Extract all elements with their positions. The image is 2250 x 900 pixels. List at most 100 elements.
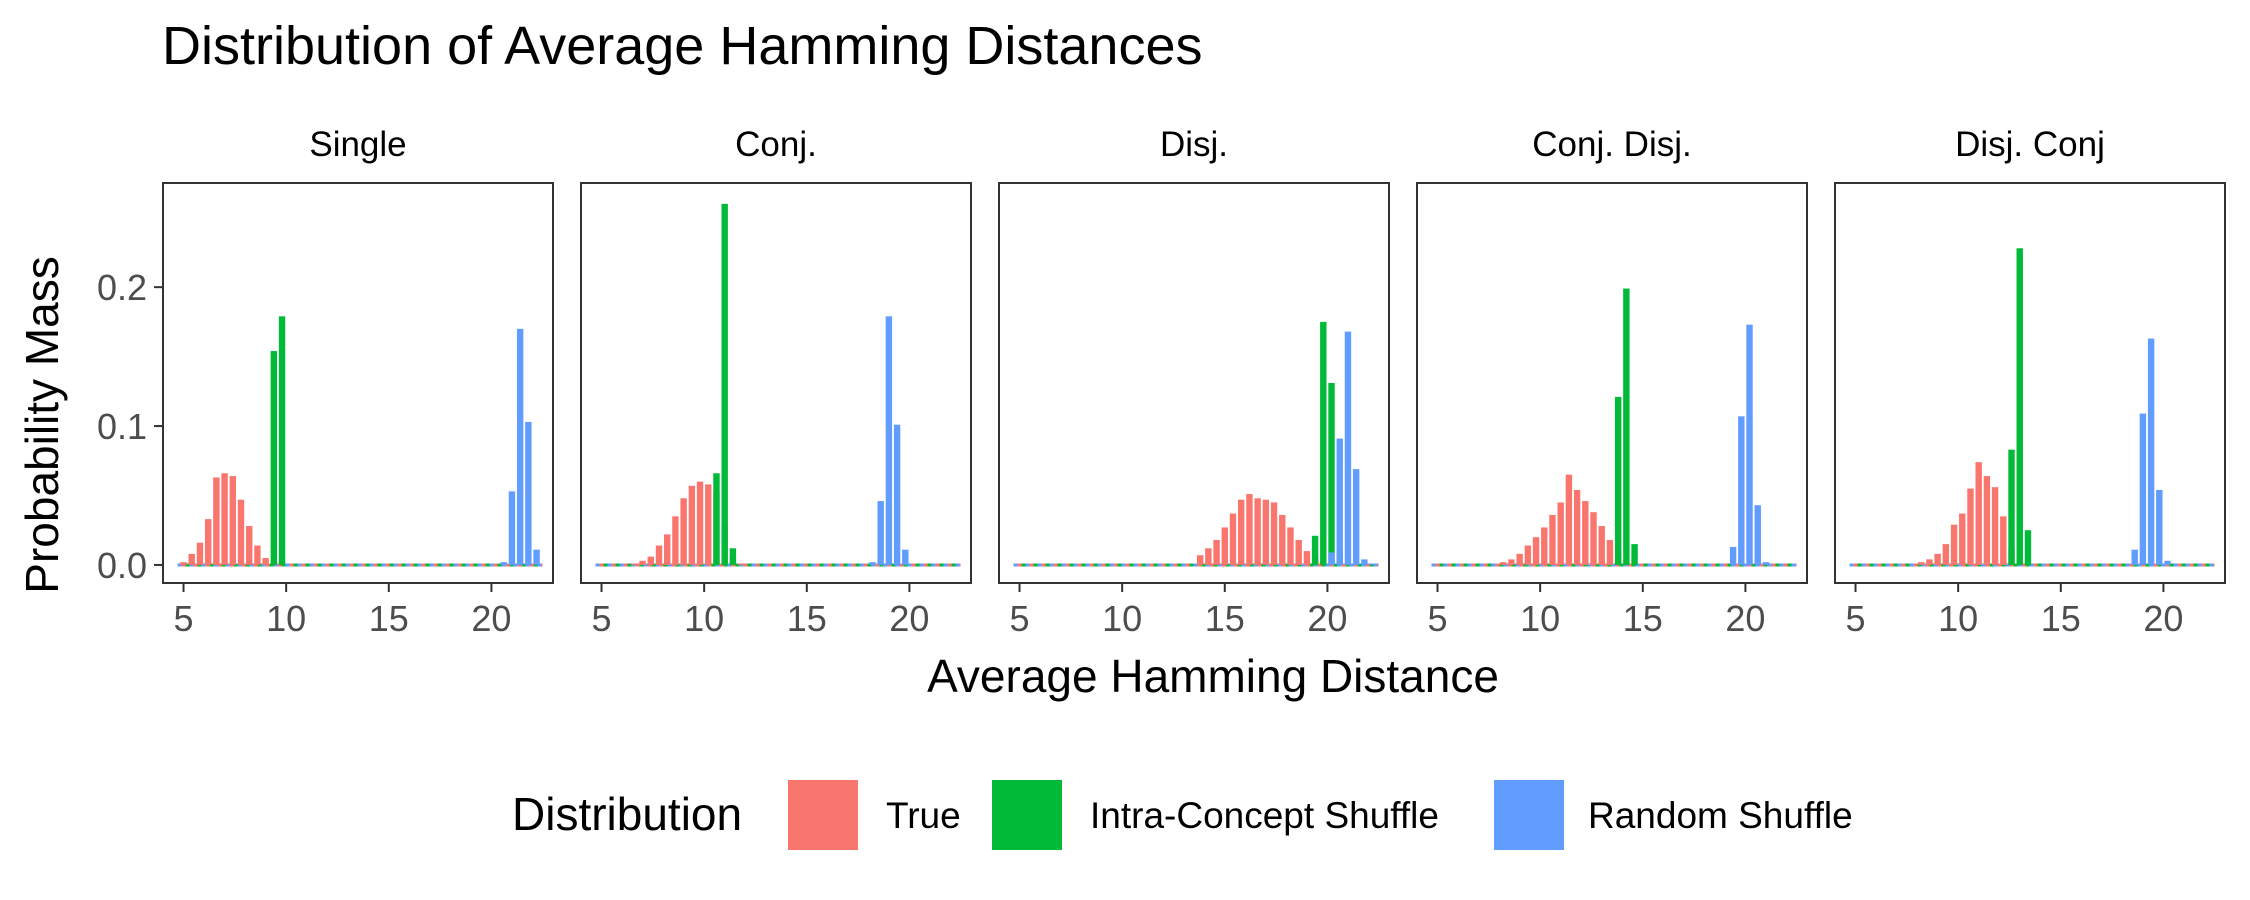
- bar-true: [1205, 548, 1212, 565]
- bar-true: [262, 558, 269, 565]
- panel-border: [1834, 182, 2226, 584]
- legend-label-true: True: [886, 795, 961, 836]
- bar-intra-concept-shuffle: [270, 351, 278, 565]
- bar-random-shuffle: [1754, 505, 1761, 565]
- x-tick-label: 5: [1010, 598, 1030, 639]
- bar-true: [2000, 516, 2007, 565]
- bar-true: [1942, 544, 1950, 565]
- bar-random-shuffle: [2147, 338, 2155, 565]
- bar-true: [1246, 494, 1253, 565]
- legend: Distribution True Intra-Concept Shuffle Ran…: [512, 780, 1853, 850]
- bar-true: [196, 542, 204, 565]
- bar-true: [1598, 526, 1605, 565]
- bar-true: [1196, 555, 1204, 565]
- panel-disj-conj: Disj. Conj 5 10 15 20: [1834, 125, 2226, 639]
- x-tick-label: 20: [2143, 598, 2183, 639]
- x-tick-label: 20: [1307, 598, 1347, 639]
- facet-label: Single: [309, 125, 406, 164]
- x-tick-label: 15: [369, 598, 409, 639]
- bar-true: [639, 560, 646, 565]
- bar-random-shuffle: [508, 491, 516, 565]
- x-tick-label: 5: [592, 598, 612, 639]
- bar-true: [737, 563, 745, 565]
- bar-true: [1287, 527, 1294, 565]
- bar-true: [1926, 559, 1933, 565]
- bar-intra-concept-shuffle: [1631, 544, 1638, 565]
- bar-random-shuffle: [2131, 549, 2138, 565]
- bar-true: [1975, 462, 1982, 565]
- bar-true: [1295, 539, 1302, 565]
- facet-label: Disj. Conj: [1955, 125, 2105, 164]
- bar-true: [696, 481, 704, 565]
- facet-label: Disj.: [1160, 125, 1228, 164]
- bar-true: [1254, 498, 1261, 565]
- bar-random-shuffle: [1328, 552, 1335, 565]
- x-tick-label: 15: [1623, 598, 1663, 639]
- y-tick-label: 0.1: [97, 406, 147, 447]
- bar-random-shuffle: [1729, 546, 1737, 565]
- bar-true: [1983, 476, 1991, 565]
- x-tick-label: 20: [889, 598, 929, 639]
- panel-background: [163, 183, 553, 583]
- bar-true: [1532, 537, 1540, 565]
- bar-random-shuffle: [902, 549, 909, 565]
- bar-true: [1229, 513, 1237, 565]
- bar-true: [705, 484, 712, 565]
- x-tick-label: 15: [787, 598, 827, 639]
- x-tick-label: 5: [174, 598, 194, 639]
- bar-true: [1918, 562, 1925, 565]
- bar-true: [631, 563, 638, 565]
- bar-true: [1565, 474, 1573, 565]
- bar-random-shuffle: [877, 501, 884, 565]
- x-tick-label: 20: [471, 598, 511, 639]
- bar-true: [1221, 527, 1228, 565]
- bar-true: [647, 556, 654, 565]
- bar-true: [688, 485, 696, 565]
- legend-key-random-shuffle: [1494, 780, 1564, 850]
- bar-true: [1590, 512, 1597, 565]
- bar-true: [1934, 553, 1941, 565]
- bar-random-shuffle: [516, 328, 524, 565]
- bar-random-shuffle: [533, 549, 540, 565]
- x-tick-label: 15: [2041, 598, 2081, 639]
- bar-random-shuffle: [500, 562, 507, 565]
- bar-random-shuffle: [2139, 413, 2147, 565]
- bar-intra-concept-shuffle: [2008, 449, 2015, 565]
- bar-true: [672, 516, 679, 565]
- bar-true: [229, 476, 236, 565]
- panel-conj-disj: Conj. Disj. 5 10 15 20: [1416, 125, 1808, 639]
- facet-label: Conj. Disj.: [1532, 125, 1691, 164]
- legend-label-random-shuffle: Random Shuffle: [1588, 795, 1853, 836]
- bar-true: [1279, 514, 1286, 565]
- panel-border: [998, 182, 1390, 584]
- bar-true: [1262, 499, 1270, 565]
- x-tick-label: 10: [1520, 598, 1560, 639]
- x-tick-label: 15: [1205, 598, 1245, 639]
- x-tick-label: 10: [1938, 598, 1978, 639]
- bar-intra-concept-shuffle: [1623, 288, 1630, 565]
- bar-intra-concept-shuffle: [2016, 248, 2023, 565]
- bar-random-shuffle: [2164, 560, 2171, 565]
- bar-true: [221, 473, 228, 565]
- panel-border: [580, 182, 972, 584]
- bar-random-shuffle: [1336, 438, 1343, 565]
- panel-border: [1416, 182, 1808, 584]
- panel-single: Single 5 10 15 20 0.0 0.1 0.2: [97, 125, 554, 639]
- panel-disj: Disj. 5 10 15 20: [998, 125, 1390, 639]
- bar-true: [1582, 501, 1589, 565]
- bar-random-shuffle: [1361, 559, 1368, 565]
- bar-true: [237, 499, 245, 565]
- legend-title: Distribution: [512, 788, 742, 840]
- bar-true: [246, 526, 253, 565]
- bar-random-shuffle: [1746, 324, 1753, 565]
- bar-intra-concept-shuffle: [713, 473, 720, 565]
- panel-background: [1835, 183, 2225, 583]
- bar-random-shuffle: [1738, 416, 1745, 565]
- y-axis-label: Probability Mass: [16, 256, 68, 593]
- x-tick-label: 10: [1102, 598, 1142, 639]
- facet-panels: Single 5 10 15 20 0.0 0.1 0.2 Conj. 5 10 15 20 Disj. 5…: [97, 125, 2226, 639]
- bar-true: [1270, 502, 1278, 565]
- facet-label: Conj.: [735, 125, 817, 164]
- legend-key-intra-concept-shuffle: [992, 780, 1062, 850]
- legend-label-intra-concept-shuffle: Intra-Concept Shuffle: [1090, 795, 1439, 836]
